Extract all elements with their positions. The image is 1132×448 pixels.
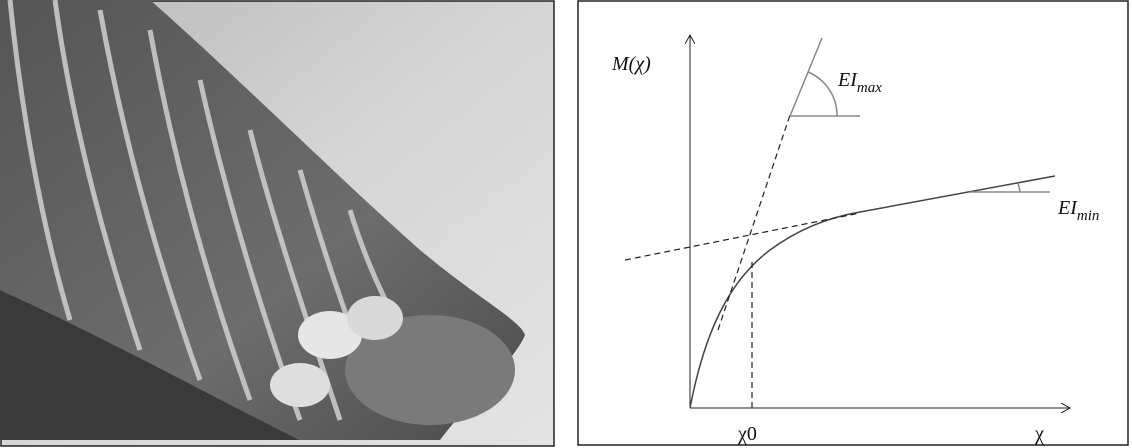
figure: M(χ) χ χ0 EImax EImin: [0, 0, 1132, 448]
cable-photo: [0, 0, 554, 446]
ei-subscript: max: [857, 80, 882, 96]
ei-subscript: min: [1077, 208, 1100, 224]
wire-end: [347, 296, 403, 340]
y-axis-label: M(χ): [611, 53, 651, 75]
x0-label: χ0: [737, 423, 757, 445]
diagram: M(χ) χ χ0 EImax EImin: [578, 1, 1128, 445]
diagram-frame: [578, 1, 1128, 445]
ei-base: EI: [1057, 197, 1078, 219]
x-axis-label: χ: [1034, 423, 1044, 445]
ei-base: EI: [837, 69, 858, 91]
wire-end: [270, 363, 330, 407]
